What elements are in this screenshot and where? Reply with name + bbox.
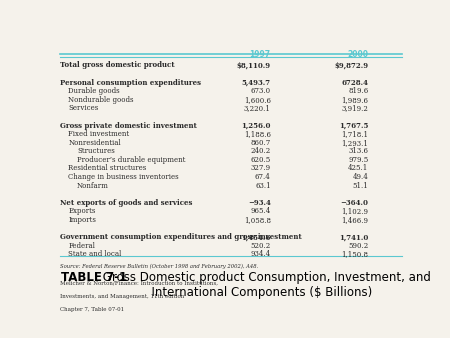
Text: 520.2: 520.2 bbox=[251, 242, 271, 250]
Text: 51.1: 51.1 bbox=[353, 182, 369, 190]
Text: TABLE 7-1: TABLE 7-1 bbox=[62, 271, 128, 284]
Text: 979.5: 979.5 bbox=[348, 156, 369, 164]
Text: Structures: Structures bbox=[77, 147, 115, 155]
Text: 965.4: 965.4 bbox=[251, 208, 271, 215]
Text: 67.4: 67.4 bbox=[255, 173, 271, 181]
Text: State and local: State and local bbox=[68, 250, 122, 258]
Text: 860.7: 860.7 bbox=[251, 139, 271, 147]
Text: Source: Federal Reserve Bulletin (October 1998 and February 2002), A48.: Source: Federal Reserve Bulletin (Octobe… bbox=[60, 264, 258, 269]
Text: 819.6: 819.6 bbox=[348, 87, 369, 95]
Text: $8,110.9: $8,110.9 bbox=[237, 62, 271, 69]
Text: Nonfarm: Nonfarm bbox=[77, 182, 109, 190]
Text: 1997: 1997 bbox=[250, 50, 271, 59]
Text: Chapter 7, Table 07-01: Chapter 7, Table 07-01 bbox=[60, 307, 124, 312]
Text: Nonresidential: Nonresidential bbox=[68, 139, 121, 147]
Text: Net exports of goods and services: Net exports of goods and services bbox=[60, 199, 192, 207]
Text: 934.4: 934.4 bbox=[251, 250, 271, 258]
Text: 1,741.0: 1,741.0 bbox=[339, 233, 369, 241]
Text: $9,872.9: $9,872.9 bbox=[334, 62, 369, 69]
Text: 1,150.8: 1,150.8 bbox=[342, 250, 369, 258]
Text: Personal consumption expenditures: Personal consumption expenditures bbox=[60, 78, 201, 87]
Text: 1,767.5: 1,767.5 bbox=[339, 121, 369, 129]
Text: 1,293.1: 1,293.1 bbox=[342, 139, 369, 147]
Text: 1,102.9: 1,102.9 bbox=[342, 208, 369, 215]
Text: Gross Domestic product Consumption, Investment, and
              International : Gross Domestic product Consumption, Inve… bbox=[99, 271, 431, 299]
Text: Exports: Exports bbox=[68, 208, 96, 215]
Text: Services: Services bbox=[68, 104, 99, 112]
Text: 240.2: 240.2 bbox=[251, 147, 271, 155]
Text: Federal: Federal bbox=[68, 242, 95, 250]
Text: Change in business inventories: Change in business inventories bbox=[68, 173, 179, 181]
Text: 3,919.2: 3,919.2 bbox=[342, 104, 369, 112]
Text: Melicher & Norton/Finance: Introduction to Institutions,: Melicher & Norton/Finance: Introduction … bbox=[60, 280, 218, 285]
Text: 673.0: 673.0 bbox=[251, 87, 271, 95]
Text: Producer’s durable equipment: Producer’s durable equipment bbox=[77, 156, 185, 164]
Text: 620.5: 620.5 bbox=[251, 156, 271, 164]
Text: Nondurable goods: Nondurable goods bbox=[68, 96, 134, 104]
Text: 49.4: 49.4 bbox=[353, 173, 369, 181]
Text: 1,058.8: 1,058.8 bbox=[244, 216, 271, 224]
Text: 313.6: 313.6 bbox=[348, 147, 369, 155]
Text: Investments, and Management, 11th edition: Investments, and Management, 11th editio… bbox=[60, 294, 184, 299]
Text: 425.1: 425.1 bbox=[348, 165, 369, 172]
Text: Durable goods: Durable goods bbox=[68, 87, 120, 95]
Text: 3,220.1: 3,220.1 bbox=[244, 104, 271, 112]
Text: 1,256.0: 1,256.0 bbox=[241, 121, 271, 129]
Text: 5,493.7: 5,493.7 bbox=[242, 78, 271, 87]
Text: 6728.4: 6728.4 bbox=[342, 78, 369, 87]
Text: Residential structures: Residential structures bbox=[68, 165, 147, 172]
Text: Gross private domestic investment: Gross private domestic investment bbox=[60, 121, 197, 129]
Text: Government consumption expenditures and gross investment: Government consumption expenditures and … bbox=[60, 233, 302, 241]
Text: Fixed investment: Fixed investment bbox=[68, 130, 130, 138]
Text: Total gross domestic product: Total gross domestic product bbox=[60, 62, 174, 69]
Text: 1,989.6: 1,989.6 bbox=[342, 96, 369, 104]
Text: 327.9: 327.9 bbox=[251, 165, 271, 172]
Text: 1,718.1: 1,718.1 bbox=[342, 130, 369, 138]
Text: Imports: Imports bbox=[68, 216, 96, 224]
Text: 590.2: 590.2 bbox=[348, 242, 369, 250]
Text: 1,466.9: 1,466.9 bbox=[342, 216, 369, 224]
Text: −93.4: −93.4 bbox=[248, 199, 271, 207]
Text: 63.1: 63.1 bbox=[255, 182, 271, 190]
Text: −364.0: −364.0 bbox=[341, 199, 369, 207]
Text: 1,454.6: 1,454.6 bbox=[241, 233, 271, 241]
Text: 2000: 2000 bbox=[347, 50, 369, 59]
Text: 1,188.6: 1,188.6 bbox=[244, 130, 271, 138]
Text: 1,600.6: 1,600.6 bbox=[244, 96, 271, 104]
